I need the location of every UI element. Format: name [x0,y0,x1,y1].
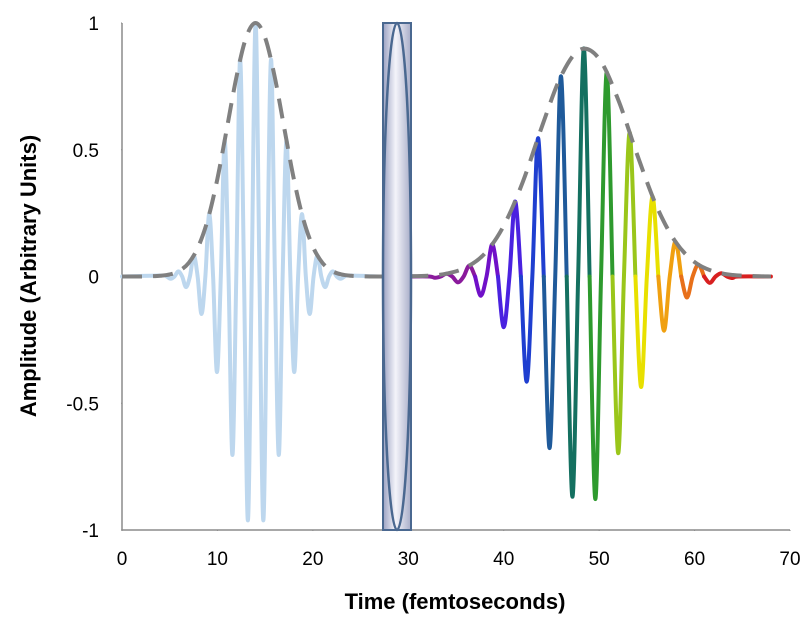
x-axis-title: Time (femtoseconds) [345,589,566,614]
y-axis-title: Amplitude (Arbitrary Units) [16,135,41,417]
x-tick-label: 60 [684,549,705,570]
x-tick-label: 70 [779,549,800,570]
y-tick-label: 0.5 [73,141,99,162]
y-tick-label: -1 [82,521,99,542]
x-tick-label: 40 [493,549,514,570]
y-tick-label: 1 [88,14,99,35]
wave-line [541,74,569,451]
y-tick-label: 0 [88,268,99,289]
wave-line [633,194,661,390]
plot-area [120,21,773,523]
wave-line [679,262,707,300]
labels: Time (femtoseconds) Amplitude (Arbitrary… [16,135,566,614]
wave-line [656,239,684,333]
x-tick-label: 0 [117,549,128,570]
x-tick-label: 30 [398,549,419,570]
wave-line [587,70,615,502]
wave-line [610,130,638,456]
y-tick-label: -0.5 [66,394,99,415]
x-tick-label: 10 [207,549,228,570]
glass-outline [381,21,413,532]
wave-line [473,242,500,298]
x-tick-label: 20 [302,549,323,570]
x-tick-label: 50 [589,549,610,570]
envelope-line [122,21,390,279]
wave-line [518,136,546,384]
wave-line [495,199,523,330]
envelope-line [408,46,771,279]
wave-line [120,21,382,523]
optical-element [381,21,413,532]
wave-line [564,46,592,499]
axes: 0 10 20 30 40 50 60 70 -1 -0.5 0 0.5 1 [66,14,800,570]
